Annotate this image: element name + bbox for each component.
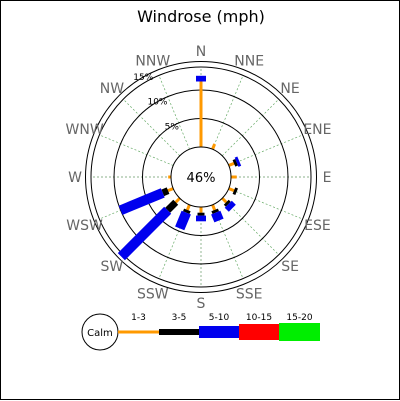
legend-label-15-20: 15-20 [286, 313, 312, 323]
bar-ese-3-5 [232, 187, 238, 195]
ring-15 [85, 61, 317, 293]
chart-title: Windrose (mph) [137, 7, 265, 26]
spoke-ese [228, 188, 303, 220]
bar-nne-1-3 [211, 143, 216, 150]
direction-label-wsw: WSW [66, 218, 103, 234]
bar-wsw-5-10 [118, 188, 165, 215]
bar-n-5-10 [196, 75, 206, 82]
legend-swatch-1-3 [118, 330, 159, 334]
bars-layer [117, 75, 242, 261]
direction-label-nnw: NNW [135, 54, 170, 70]
bar-ene-1-3 [228, 162, 235, 167]
ring-label-10: 10% [147, 98, 167, 108]
bar-sse-1-3 [211, 204, 216, 211]
direction-label-se: SE [281, 259, 299, 275]
spoke-nne [212, 75, 244, 150]
legend-swatch-15-20 [279, 323, 320, 341]
direction-label-nw: NW [100, 81, 124, 97]
direction-label-ssw: SSW [137, 286, 169, 302]
bar-sse-5-10 [211, 210, 224, 223]
bar-ene-3-5 [232, 159, 238, 167]
legend-swatch-10-15 [239, 324, 279, 340]
legend-swatch-5-10 [199, 326, 239, 338]
bar-s-3-5 [197, 212, 205, 216]
direction-label-ne: NE [280, 81, 299, 97]
spoke-nnw [158, 75, 190, 150]
bar-e-1-3 [231, 175, 237, 179]
direction-label-sw: SW [101, 259, 124, 275]
bar-se-3-5 [223, 199, 231, 207]
ring-label-15: 15% [133, 73, 153, 83]
ring-labels: 5% 10% 15% [133, 73, 179, 132]
bar-ssw-3-5 [183, 208, 191, 214]
bar-ese-1-3 [228, 187, 235, 192]
direction-label-nne: NNE [234, 54, 264, 70]
direction-label-wnw: WNW [66, 122, 104, 138]
direction-label-sse: SSE [236, 286, 263, 302]
legend-label-5-10: 5-10 [209, 313, 230, 323]
bar-ene-5-10 [234, 156, 242, 167]
calm-circle [170, 146, 232, 208]
legend-label-10-15: 10-15 [246, 313, 272, 323]
bar-sw-3-5 [165, 199, 179, 213]
bar-sw-5-10 [117, 206, 172, 261]
bar-ssw-1-3 [186, 204, 191, 211]
direction-label-e: E [323, 170, 332, 186]
bar-s-5-10 [196, 215, 206, 222]
bar-s-1-3 [199, 207, 203, 213]
direction-label-s: S [197, 296, 206, 312]
direction-label-ese: ESE [304, 218, 331, 234]
bar-se-1-3 [221, 197, 228, 204]
direction-labels: N NNE NE ENE E ESE SE SSE S SSW SW WSW W WNW NW NNW [66, 44, 332, 312]
legend-label-1-3: 1-3 [131, 313, 146, 323]
ring-label-5: 5% [165, 122, 180, 132]
legend-label-3-5: 3-5 [172, 313, 187, 323]
spoke-ene [228, 134, 303, 166]
bar-w-1-3 [168, 175, 171, 179]
bar-n-1-3 [199, 81, 203, 147]
spoke-wnw [99, 134, 174, 166]
bar-ssw-5-10 [175, 210, 191, 231]
spoke-ne [221, 98, 280, 157]
bar-sw-1-3 [174, 197, 181, 204]
calm-percentage: 46% [187, 171, 216, 186]
bar-sse-3-5 [211, 208, 219, 214]
legend-swatch-3-5 [159, 329, 199, 335]
legend-calm-label: Calm [87, 328, 113, 339]
direction-label-ene: ENE [303, 122, 331, 138]
legend: Calm 1-3 3-5 5-10 10-15 15-20 [81, 313, 320, 351]
bar-wsw-3-5 [161, 187, 170, 197]
spoke-nw [122, 98, 181, 157]
bar-se-5-10 [224, 200, 236, 212]
direction-label-w: W [68, 170, 82, 186]
outer-ring [90, 66, 312, 288]
direction-label-n: N [196, 44, 206, 60]
bar-wsw-1-3 [167, 187, 174, 192]
